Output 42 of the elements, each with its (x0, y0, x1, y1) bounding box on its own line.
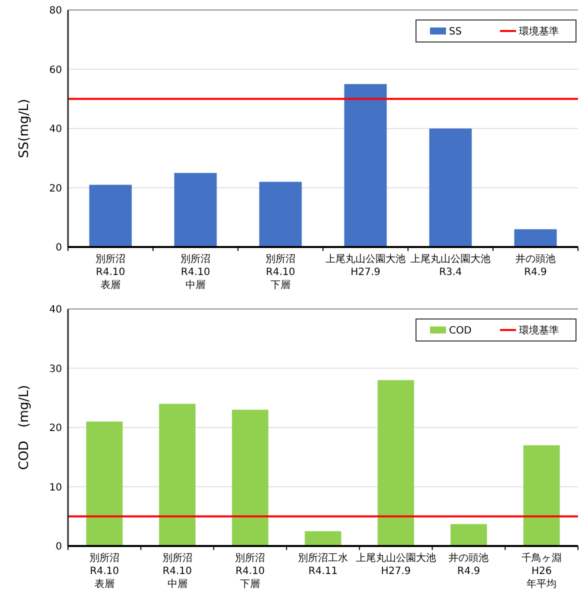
bar (159, 404, 196, 546)
x-tick-label: 別所沼 R4.10 下層 (235, 552, 266, 590)
y-axis-title: SS(mg/L) (17, 98, 32, 158)
x-tick-label: 別所沼工水 R4.11 (298, 552, 348, 577)
bar (259, 182, 302, 247)
bar (450, 524, 487, 546)
legend-label: 環境基準 (519, 324, 559, 336)
legend-label: 環境基準 (519, 26, 559, 38)
x-tick-label: 別所沼 R4.10 下層 (266, 253, 296, 291)
bar (232, 410, 268, 546)
x-tick-label: 別所沼 R4.10 表層 (89, 552, 120, 590)
y-tick-label: 20 (49, 423, 62, 434)
x-tick-label: 井の頭池 R4.9 (448, 552, 489, 577)
bar (304, 531, 342, 546)
bar (429, 128, 472, 247)
x-tick-label: 上尾丸山公園大池 H27.9 (326, 253, 406, 278)
bar (174, 172, 217, 247)
bar (344, 84, 387, 247)
x-tick-label: 別所沼 R4.10 中層 (180, 253, 210, 291)
y-tick-label: 0 (56, 542, 62, 552)
legend-label: SS (449, 26, 462, 38)
legend-label: COD (449, 326, 472, 336)
x-tick-label: 千鳥ヶ淵 H26 年平均 (522, 552, 562, 590)
y-tick-label: 40 (49, 304, 62, 316)
bar (378, 380, 414, 546)
y-tick-label: 10 (49, 482, 62, 494)
x-tick-label: 井の頭池 R4.9 (516, 253, 556, 278)
bar (89, 184, 132, 247)
bar (86, 422, 123, 546)
y-tick-label: 60 (49, 64, 62, 76)
x-tick-label: 別所沼 R4.10 表層 (96, 253, 126, 291)
y-tick-label: 20 (49, 183, 62, 194)
y-axis-title: COD (mg/L) (17, 384, 32, 470)
y-tick-label: 40 (49, 124, 62, 135)
y-tick-label: 30 (49, 364, 62, 375)
x-tick-label: 上尾丸山公園大池 R3.4 (410, 253, 490, 278)
y-tick-label: 80 (49, 6, 62, 16)
x-tick-label: 別所沼 R4.10 中層 (162, 552, 192, 590)
bar (523, 445, 560, 546)
x-tick-label: 上尾丸山公園大池 H27.9 (356, 552, 436, 577)
y-tick-label: 0 (56, 242, 62, 254)
bar (514, 229, 557, 247)
